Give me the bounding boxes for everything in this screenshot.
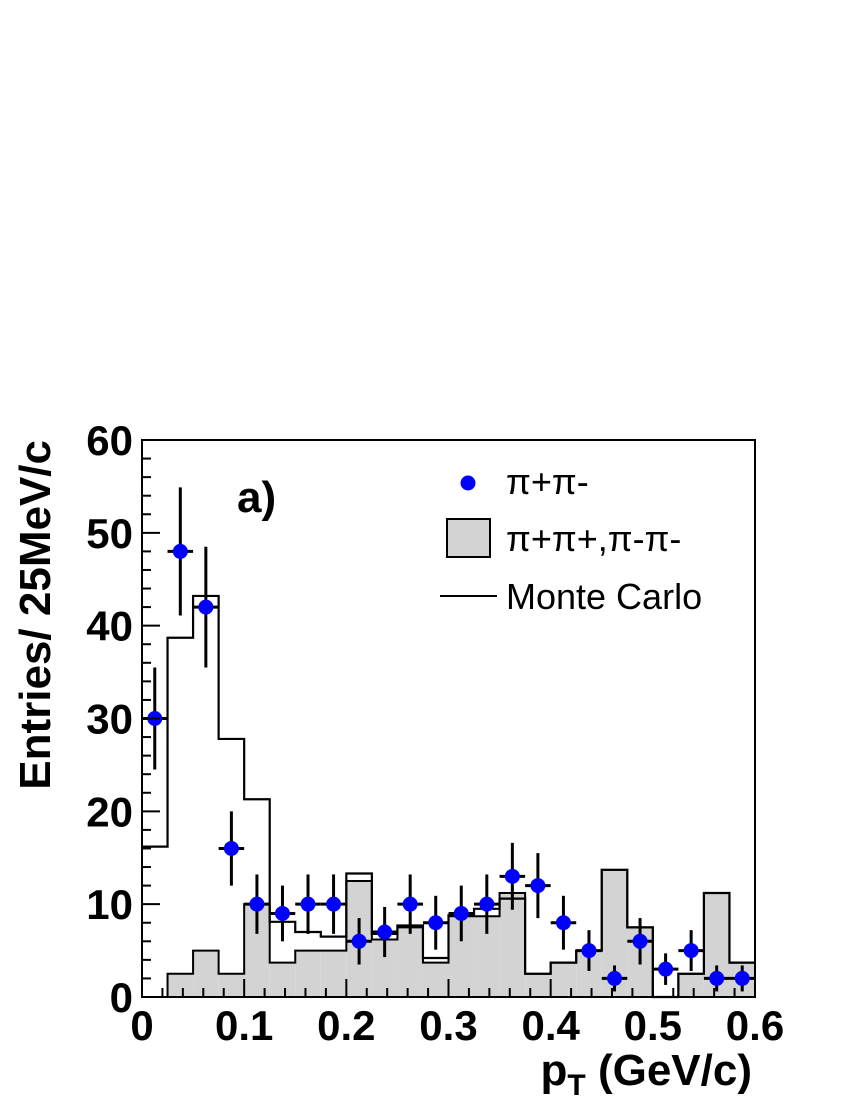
x-axis-title-subscript: T [567, 1069, 585, 1100]
data-point [244, 874, 270, 934]
point-marker [581, 943, 597, 959]
point-marker [658, 961, 674, 977]
opposite-sign-points [142, 487, 755, 992]
monte-carlo-histogram [142, 594, 755, 999]
legend-box-same-sign [446, 518, 491, 558]
point-marker [607, 970, 623, 986]
data-point [397, 874, 423, 934]
same-sign-bar [269, 962, 296, 997]
same-sign-bar [167, 973, 194, 997]
y-tick-label: 60 [86, 417, 133, 464]
x-tick-label: 0.2 [317, 1002, 375, 1049]
data-point [550, 895, 577, 950]
x-axis-title-units: (GeV/c) [586, 1046, 752, 1095]
point-marker [428, 915, 444, 931]
y-tick-label: 10 [86, 881, 133, 928]
data-point [499, 842, 526, 910]
x-tick-label: 0.6 [726, 1002, 784, 1049]
x-tick-label: 0.5 [624, 1002, 682, 1049]
data-point [346, 918, 372, 965]
point-marker [632, 933, 648, 949]
point-marker [530, 878, 546, 894]
legend-label-monte-carlo: Monte Carlo [506, 576, 702, 617]
point-marker [453, 905, 469, 921]
y-axis-title: Entries/ 25MeV/c [11, 440, 60, 790]
data-point [627, 918, 653, 965]
y-tick-label: 20 [86, 788, 133, 835]
data-point [269, 885, 296, 942]
point-marker [555, 915, 571, 931]
data-point [652, 953, 679, 985]
y-tick-label: 0 [110, 974, 133, 1021]
same-sign-bar [193, 950, 219, 997]
point-marker [274, 905, 290, 921]
data-point [601, 965, 628, 992]
point-marker [479, 896, 495, 912]
point-marker [402, 896, 418, 912]
point-marker [223, 840, 239, 856]
point-marker [326, 896, 342, 912]
data-point [320, 874, 347, 934]
data-point [678, 930, 704, 972]
same-sign-bar [525, 973, 551, 997]
y-tick-label: 50 [86, 510, 133, 557]
same-sign-bar [678, 973, 704, 997]
data-point [167, 487, 194, 616]
x-tick-label: 0.3 [419, 1002, 477, 1049]
point-marker [198, 599, 214, 615]
data-point [371, 906, 398, 958]
data-point [422, 895, 449, 950]
x-axis-title: pT (GeV/c) [541, 1046, 753, 1100]
data-point [295, 874, 321, 934]
monte-carlo-line [142, 594, 755, 999]
point-marker [249, 896, 265, 912]
tick-labels: 0 0.1 0.2 0.3 0.4 0.5 0.6 0 10 20 30 40 50 60 [86, 417, 784, 1049]
point-marker [504, 868, 520, 884]
data-point [576, 930, 602, 972]
y-tick-label: 30 [86, 696, 133, 743]
panel-label: a) [237, 473, 276, 522]
same-sign-bar [320, 950, 347, 997]
point-marker [377, 924, 393, 940]
data-point [474, 874, 500, 934]
y-tick-label: 40 [86, 603, 133, 650]
x-tick-label: 0.4 [521, 1002, 580, 1049]
legend: π+π- π+π+,π-π- Monte Carlo [440, 461, 702, 617]
x-tick-label: 0 [130, 1002, 153, 1049]
legend-label-opposite-sign: π+π- [506, 461, 589, 502]
legend-label-same-sign: π+π+,π-π- [506, 518, 681, 559]
data-point [448, 885, 475, 942]
x-tick-label: 0.1 [215, 1002, 273, 1049]
axis-ticks [141, 439, 756, 998]
data-point [729, 965, 755, 992]
point-marker [300, 896, 316, 912]
same-sign-bar [397, 927, 423, 997]
point-marker [683, 943, 699, 959]
point-marker [351, 933, 367, 949]
point-marker [709, 970, 725, 986]
same-sign-bar [499, 893, 526, 997]
legend-marker-opposite-sign [460, 475, 476, 491]
data-point [525, 853, 551, 919]
point-marker [734, 970, 750, 986]
x-axis-title-main: p [541, 1046, 568, 1095]
data-point [193, 546, 219, 668]
same-sign-bar [295, 950, 321, 997]
data-point [218, 811, 245, 886]
same-sign-bar [218, 973, 245, 997]
point-marker [172, 543, 188, 559]
same-sign-bar [422, 962, 449, 997]
same-sign-bar [550, 962, 577, 997]
data-point [703, 965, 730, 992]
